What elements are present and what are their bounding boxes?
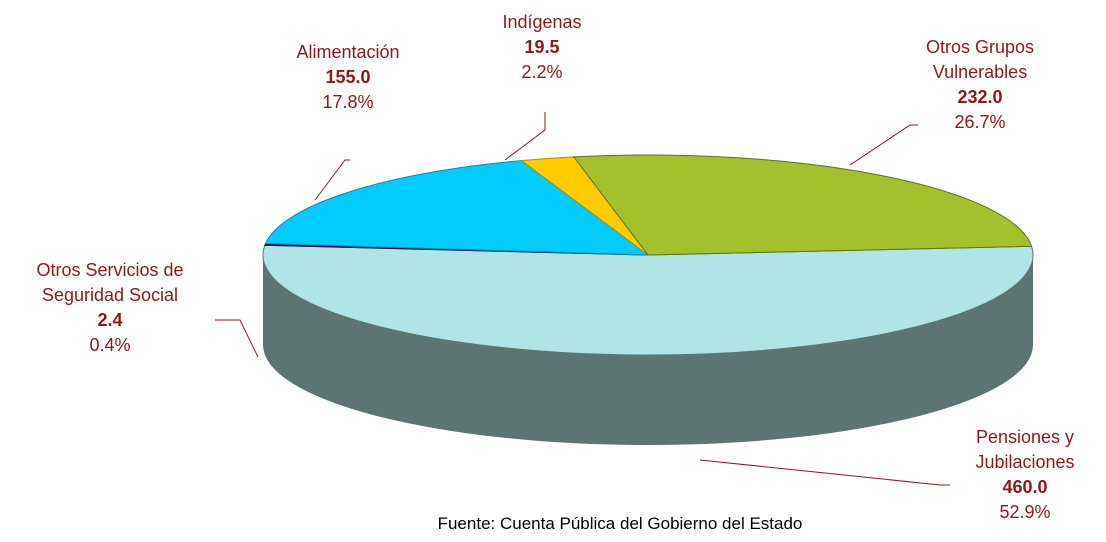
leader-line xyxy=(215,320,258,357)
percent-label: 17.8% xyxy=(248,90,448,115)
value-label: 232.0 xyxy=(900,85,1060,110)
value-label: 155.0 xyxy=(248,65,448,90)
category-name: Pensiones y Jubilaciones xyxy=(945,425,1105,475)
value-label: 2.4 xyxy=(10,308,210,333)
value-label: 19.5 xyxy=(442,35,642,60)
chart: Fuente: Cuenta Pública del Gobierno del … xyxy=(0,0,1106,542)
percent-label: 0.4% xyxy=(10,333,210,358)
footer: Fuente: Cuenta Pública del Gobierno del … xyxy=(0,514,1106,534)
category-name: Otros Servicios de Seguridad Social xyxy=(10,258,210,308)
leader-line xyxy=(700,460,950,485)
percent-label: 2.2% xyxy=(442,60,642,85)
category-name: Alimentación xyxy=(248,40,448,65)
category-name: Indígenas xyxy=(442,10,642,35)
slice xyxy=(574,155,1032,255)
category-name: Otros Grupos Vulnerables xyxy=(900,35,1060,85)
percent-label: 26.7% xyxy=(900,110,1060,135)
value-label: 460.0 xyxy=(945,475,1105,500)
percent-label: 52.9% xyxy=(945,500,1105,525)
leader-line xyxy=(505,112,545,160)
